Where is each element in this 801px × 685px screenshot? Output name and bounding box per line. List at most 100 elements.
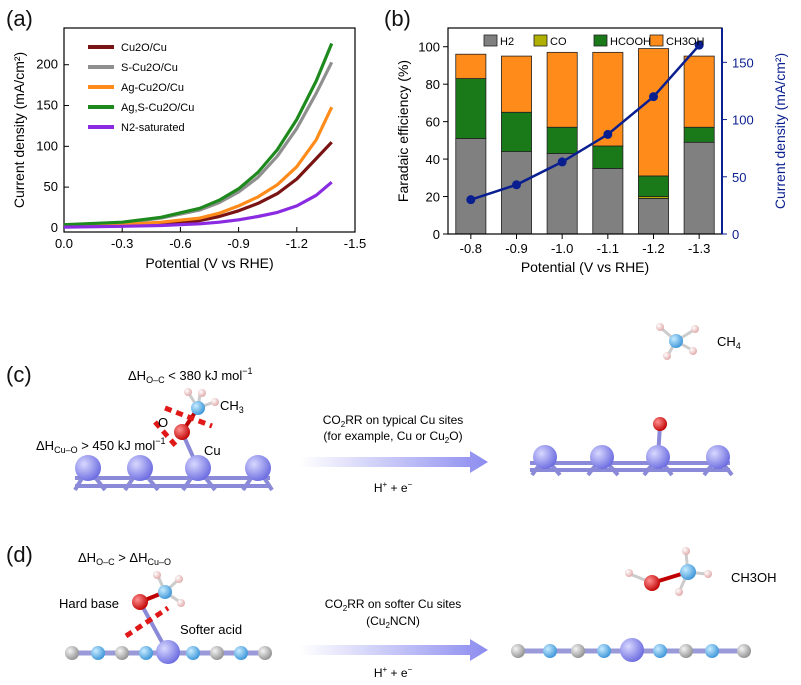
cu-atom: [646, 445, 670, 469]
x-tick-label: -0.6: [169, 236, 191, 251]
hydrogen-atom: [175, 575, 183, 583]
legend-label: H2: [500, 36, 514, 48]
bar-segment: [638, 175, 669, 197]
arrow-c-label-bottom: H+ + e−: [374, 480, 413, 495]
y-tick-label: 100: [418, 40, 440, 55]
hydrogen-atom: [153, 571, 161, 579]
bond-break-line: [153, 420, 178, 448]
legend-swatch: [533, 34, 548, 47]
hydrogen-atom: [211, 398, 219, 406]
softer-acid-label: Softer acid: [180, 622, 242, 637]
cu2ncn-chain-right: [511, 638, 751, 662]
energy-cuo-label: ΔHCu–O > 450 kJ mol−1: [36, 436, 166, 455]
y-tick-label: 40: [426, 152, 440, 167]
hydrogen-atom: [184, 388, 192, 396]
bar-segment: [638, 198, 669, 235]
panel-label-a: (a): [6, 6, 33, 31]
hydrogen-atom: [177, 599, 185, 607]
reaction-arrow-d: [300, 639, 488, 661]
x-tick-label: -1.2: [286, 236, 308, 251]
oxygen-atom: [132, 594, 148, 610]
bar-segment: [592, 145, 624, 169]
bar-segment: [592, 168, 624, 235]
x-tick-label: -0.9: [505, 241, 527, 256]
bar-segment: [683, 55, 715, 128]
energy-relation-label: ΔHO–C > ΔHCu–O: [78, 550, 171, 567]
x-axis-label: Potential (V vs RHE): [521, 259, 649, 275]
bar-segment: [455, 78, 487, 139]
ch3-label: CH3: [220, 398, 244, 415]
y-axis-label: Current density (mA/cm²): [11, 52, 27, 208]
y2-tick-label: 150: [732, 55, 754, 70]
y-tick-label: 0: [51, 220, 58, 235]
series-line: [63, 42, 334, 227]
arrow-c-label-1: CO2RR on typical Cu sites: [323, 413, 464, 429]
y-tick-label: 100: [36, 138, 58, 153]
bar-segment: [455, 53, 487, 79]
x-tick-label: -1.0: [551, 241, 573, 256]
y2-tick-label: 100: [732, 113, 754, 128]
panel-c-mechanism: ΔHO–C < 380 kJ mol−1 ΔHCu–O > 450 kJ mol…: [36, 323, 741, 495]
reaction-arrow-c: [300, 451, 488, 473]
bond-break-line: [124, 605, 170, 639]
legend-label: CH3OH: [666, 36, 705, 48]
current-density-point: [512, 180, 521, 190]
cu-atom: [75, 455, 101, 481]
y-tick-label: 150: [36, 98, 58, 113]
current-density-point: [649, 92, 658, 102]
bar-segment: [683, 126, 715, 143]
plot-frame: [63, 27, 356, 233]
y-tick-label: 20: [426, 190, 440, 205]
legend-label: Cu2O/Cu: [121, 42, 167, 54]
bar-segment: [546, 126, 578, 154]
panel-label-d: (d): [6, 542, 33, 567]
y-tick-label: 60: [426, 115, 440, 130]
bar-segment: [501, 111, 532, 153]
arrow-c-label-2: (for example, Cu or Cu2O): [323, 429, 462, 445]
x-tick-label: 0.0: [55, 236, 73, 251]
y-tick-label: 80: [426, 77, 440, 92]
legend-label: Ag,S-Cu2O/Cu: [121, 102, 194, 114]
arrow-d-label-bottom: H+ + e−: [374, 665, 413, 680]
carbon-atom: [158, 585, 172, 599]
legend-swatch: [593, 34, 608, 47]
y2-tick-label: 0: [732, 227, 739, 242]
hydrogen-atom: [198, 389, 206, 397]
chart-b-faradaic-efficiency: -0.8 -0.9 -1.0 -1.1 -1.2 -1.3 0 20 40 60 80 100 0 50 1…: [395, 27, 788, 275]
x-tick-label: -1.2: [642, 241, 664, 256]
legend-swatch: [649, 34, 664, 47]
legend-label: HCOOH: [610, 36, 651, 48]
ch3oh-molecule: [625, 547, 712, 596]
energy-oc-label: ΔHO–C < 380 kJ mol−1: [128, 366, 253, 385]
cu-slab-right: [530, 424, 734, 477]
x-tick-label: -1.1: [597, 241, 619, 256]
legend-swatch: [483, 34, 498, 47]
hard-base-label: Hard base: [59, 596, 119, 611]
legend-label: S-Cu2O/Cu: [121, 62, 178, 74]
cu-atom: [127, 455, 153, 481]
bond-break-line: [164, 405, 213, 429]
cu-atom: [590, 445, 614, 469]
carbon-atom: [191, 401, 205, 415]
y-tick-label: 50: [44, 179, 58, 194]
arrow-d-label-2: (Cu2NCN): [366, 614, 420, 630]
legend-label: Ag-Cu2O/Cu: [121, 82, 184, 94]
panel-label-c: (c): [6, 362, 32, 387]
bar-segment: [638, 48, 669, 177]
x-tick-label: -0.9: [227, 236, 249, 251]
y-axis-label: Faradaic efficiency (%): [395, 60, 411, 202]
chart-a-current-density: 0.0 -0.3 -0.6 -0.9 -1.2 -1.5 0 50 100 150 200 Poten…: [11, 27, 366, 271]
atom-o-label: O: [158, 415, 168, 430]
x-tick-label: -0.8: [460, 241, 482, 256]
bar-segment: [683, 141, 715, 235]
bar-segment: [501, 151, 532, 235]
product-ch3oh-label: CH3OH: [731, 570, 777, 585]
atom-cu-label: Cu: [204, 443, 221, 458]
x-tick-label: -1.3: [688, 241, 710, 256]
current-density-point: [557, 157, 567, 167]
series-line: [63, 180, 333, 229]
bar-segment: [501, 55, 532, 113]
arrow-d-label-1: CO2RR on softer Cu sites: [325, 597, 462, 613]
x-tick-label: -0.3: [111, 236, 133, 251]
plot-frame: [447, 27, 723, 235]
